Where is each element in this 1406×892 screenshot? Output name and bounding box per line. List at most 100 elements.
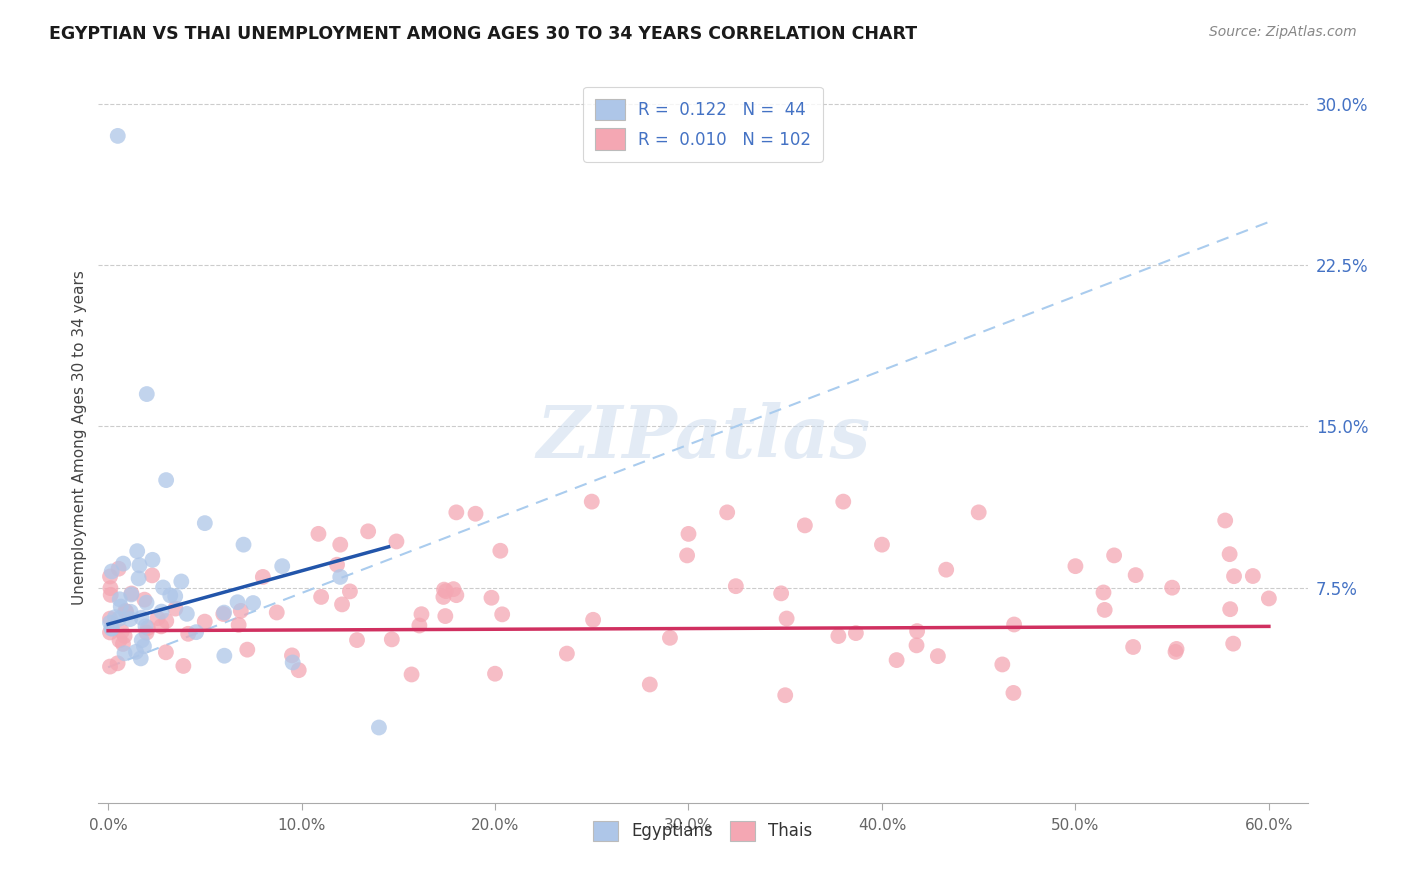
Point (232, 538, 254, 552)
Point (136, 621, 159, 635)
Point (120, 605, 142, 619)
Point (676, 549, 699, 563)
Point (329, 538, 352, 552)
Point (330, 598, 353, 612)
Point (111, 637, 134, 651)
Point (114, 604, 136, 618)
Point (114, 646, 136, 660)
Point (724, 579, 747, 593)
Point (228, 618, 250, 632)
Point (770, 586, 793, 600)
Point (281, 648, 304, 663)
Point (401, 667, 423, 681)
Point (121, 586, 143, 600)
Point (134, 592, 156, 607)
Point (165, 589, 187, 603)
Point (128, 571, 150, 585)
Point (281, 656, 304, 670)
Point (108, 592, 131, 607)
Point (111, 624, 134, 639)
Point (236, 642, 259, 657)
Point (346, 633, 368, 648)
Point (905, 638, 928, 652)
Point (212, 606, 235, 620)
Y-axis label: Unemployment Among Ages 30 to 34 years: Unemployment Among Ages 30 to 34 years (72, 269, 87, 605)
Point (381, 632, 404, 647)
Point (176, 607, 198, 621)
Point (107, 128, 129, 143)
Point (1241, 569, 1264, 583)
Point (329, 570, 352, 584)
Point (172, 659, 194, 673)
Point (134, 619, 156, 633)
Point (905, 624, 928, 639)
Point (434, 609, 457, 624)
Point (464, 507, 486, 521)
Point (408, 618, 430, 632)
Point (1223, 569, 1246, 583)
Point (242, 596, 264, 610)
Point (582, 613, 605, 627)
Point (107, 562, 129, 576)
Point (1222, 637, 1244, 651)
Point (886, 653, 908, 667)
Point (132, 639, 155, 653)
Point (638, 677, 661, 691)
Point (101, 621, 124, 635)
Point (112, 557, 135, 571)
Point (1166, 642, 1188, 657)
Point (446, 505, 468, 519)
Point (98, 659, 121, 673)
Point (1002, 617, 1025, 632)
Point (489, 543, 512, 558)
Point (1002, 686, 1025, 700)
Point (184, 625, 207, 640)
Point (155, 645, 177, 659)
Text: ZIPatlas: ZIPatlas (536, 401, 870, 473)
Point (127, 544, 149, 558)
Point (827, 629, 849, 643)
Point (845, 626, 868, 640)
Point (1094, 603, 1116, 617)
Point (1164, 645, 1187, 659)
Point (120, 612, 142, 626)
Point (150, 619, 173, 633)
Point (229, 604, 252, 618)
Point (441, 582, 464, 596)
Point (110, 599, 132, 614)
Point (114, 629, 136, 643)
Point (170, 574, 193, 589)
Point (1219, 547, 1241, 561)
Point (1122, 640, 1144, 654)
Point (678, 527, 700, 541)
Point (104, 610, 127, 624)
Point (491, 607, 513, 622)
Point (555, 647, 578, 661)
Point (832, 494, 855, 508)
Point (98, 625, 121, 640)
Point (307, 526, 329, 541)
Point (141, 553, 163, 567)
Point (252, 570, 274, 584)
Point (581, 494, 603, 508)
Point (357, 524, 380, 539)
Point (411, 607, 433, 622)
Point (135, 625, 157, 640)
Point (115, 605, 138, 619)
Point (129, 651, 152, 665)
Point (108, 633, 131, 648)
Point (716, 505, 738, 519)
Point (287, 663, 309, 677)
Point (870, 538, 893, 552)
Point (1102, 549, 1125, 563)
Point (100, 581, 122, 595)
Point (773, 688, 796, 702)
Point (658, 631, 681, 645)
Point (385, 534, 408, 549)
Point (100, 622, 122, 636)
Point (107, 657, 129, 671)
Point (108, 612, 131, 626)
Point (1219, 602, 1241, 616)
Point (1257, 591, 1279, 606)
Point (135, 387, 157, 401)
